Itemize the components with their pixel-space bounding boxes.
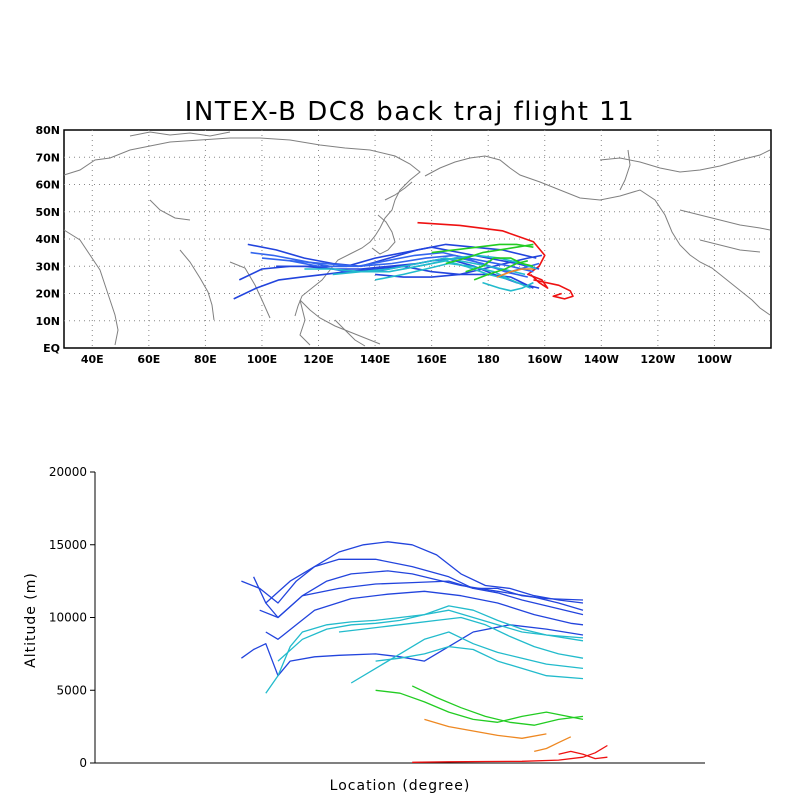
trajectory-line	[375, 254, 543, 278]
lon-tick-label: 100E	[247, 353, 277, 366]
altitude-line	[265, 609, 584, 694]
altitude-tick-label: 0	[79, 756, 87, 770]
lon-tick-label: 160W	[527, 353, 562, 366]
altitude-line	[558, 750, 608, 760]
lon-tick-label: 100W	[697, 353, 732, 366]
altitude-line	[277, 605, 584, 662]
altitude-line	[265, 590, 584, 640]
profile-y-label: Altitude (m)	[23, 572, 39, 668]
trajectory-line	[431, 243, 534, 254]
altitude-line	[412, 744, 608, 763]
trajectory-line	[304, 257, 526, 276]
altitude-tick-labels: 20000 15000 10000 5000 0	[49, 465, 95, 770]
lat-tick-label: 30N	[35, 260, 60, 273]
lat-tick-label: 60N	[35, 179, 60, 192]
map-title: INTEX-B DC8 back traj flight 11	[185, 97, 635, 127]
lon-tick-label: 160E	[416, 353, 446, 366]
lon-tick-label: 40E	[81, 353, 104, 366]
trajectory-line	[445, 243, 534, 265]
trajectory-line	[482, 281, 534, 292]
latitude-tick-labels: 80N 70N 60N 50N 40N 30N 20N 10N EQ	[35, 124, 60, 355]
trajectory-line	[533, 279, 574, 300]
trajectory-line	[417, 221, 549, 289]
altitude-profile: 20000 15000 10000 5000 0 Location (degree) A…	[23, 465, 705, 794]
altitude-line	[411, 685, 584, 726]
lat-tick-label: 70N	[35, 151, 60, 164]
altitude-line	[350, 631, 584, 684]
lon-tick-label: 60E	[137, 353, 160, 366]
altitude-line	[375, 645, 584, 680]
altitude-line	[265, 541, 584, 604]
lat-tick-label: EQ	[43, 342, 60, 355]
altitude-line	[259, 580, 584, 619]
lat-tick-label: 20N	[35, 288, 60, 301]
altitude-tick-label: 20000	[49, 465, 87, 479]
altitude-line	[375, 689, 584, 723]
trajectory-line	[473, 260, 528, 281]
altitude-tick-label: 10000	[49, 611, 87, 625]
trajectory-lines	[233, 221, 574, 300]
profile-x-label: Location (degree)	[330, 778, 471, 794]
lon-tick-label: 120W	[640, 353, 675, 366]
altitude-tick-label: 5000	[56, 683, 87, 697]
lon-tick-label: 140E	[360, 353, 390, 366]
altitude-line	[253, 570, 584, 619]
trajectory-map: 80N 70N 60N 50N 40N 30N 20N 10N EQ 40E 60E 80E 100E…	[35, 124, 772, 366]
lon-tick-label: 80E	[194, 353, 217, 366]
lon-tick-label: 180	[477, 353, 500, 366]
altitude-line	[534, 736, 572, 753]
altitude-line	[338, 616, 584, 659]
longitude-tick-labels: 40E 60E 80E 100E 120E 140E 160E 180 160W 140W 120W…	[81, 353, 732, 366]
altitude-tick-label: 15000	[49, 538, 87, 552]
trajectory-line	[465, 257, 534, 273]
trajectory-line	[496, 268, 534, 278]
lat-tick-label: 10N	[35, 315, 60, 328]
lat-tick-label: 40N	[35, 233, 60, 246]
lat-tick-label: 50N	[35, 206, 60, 219]
altitude-lines	[241, 541, 608, 763]
trajectory-line	[247, 243, 537, 268]
lon-tick-label: 120E	[303, 353, 333, 366]
altitude-line	[424, 718, 547, 739]
trajectory-line	[290, 254, 534, 273]
altitude-line	[241, 624, 584, 677]
lon-tick-label: 140W	[584, 353, 619, 366]
lat-tick-label: 80N	[35, 124, 60, 137]
